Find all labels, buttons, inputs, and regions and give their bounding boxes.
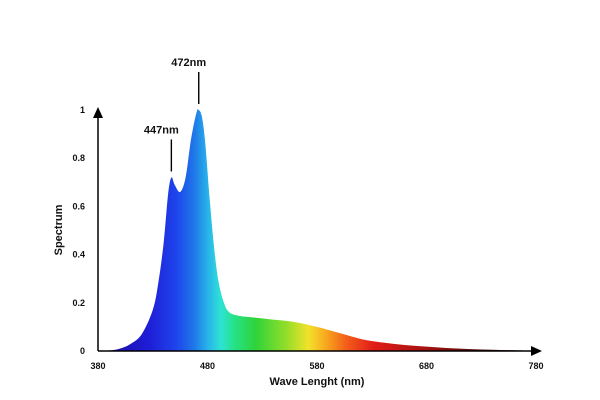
y-tick-label: 0 — [80, 346, 85, 356]
y-axis-arrow-icon — [93, 107, 103, 118]
spectrum-area — [98, 109, 536, 351]
x-tick-label: 580 — [309, 361, 324, 371]
y-tick-label: 0.2 — [72, 298, 85, 308]
tick-labels: 380 480 580 680 780 0 0.2 0.4 0.6 0.8 1 — [72, 105, 543, 371]
x-tick-label: 680 — [419, 361, 434, 371]
annotations: 447nm 472nm — [144, 57, 206, 172]
x-tick-label: 780 — [528, 361, 543, 371]
y-tick-label: 0.6 — [72, 201, 85, 211]
y-axis-title: Spectrum — [53, 204, 65, 255]
annotation-label: 472nm — [171, 57, 206, 69]
axes — [93, 107, 542, 356]
x-axis-arrow-icon — [531, 346, 542, 356]
y-tick-label: 0.8 — [72, 153, 85, 163]
annotation-label: 447nm — [144, 124, 179, 136]
x-axis-title: Wave Lenght (nm) — [270, 376, 365, 388]
y-tick-label: 1 — [80, 105, 85, 115]
y-tick-label: 0.4 — [72, 250, 85, 260]
plot-area — [98, 109, 536, 351]
x-tick-label: 480 — [200, 361, 215, 371]
x-tick-label: 380 — [90, 361, 105, 371]
